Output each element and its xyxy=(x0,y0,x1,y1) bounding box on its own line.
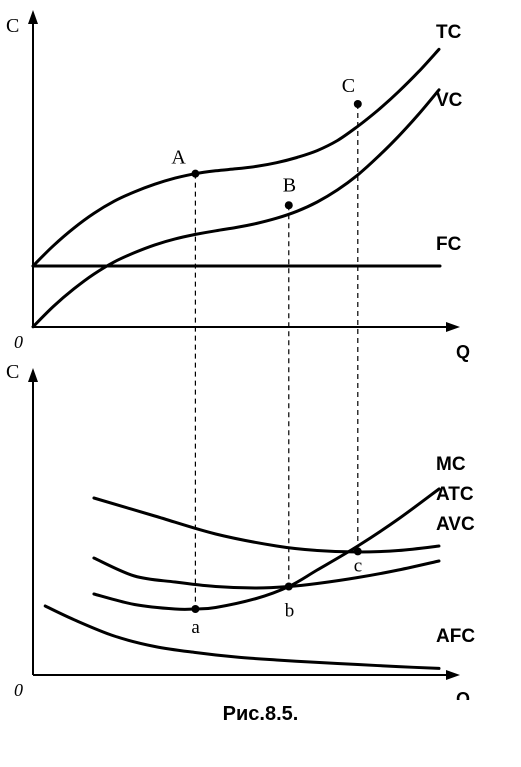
bottom-origin-label: 0 xyxy=(14,680,23,700)
point-a xyxy=(191,605,200,613)
top-origin-label: 0 xyxy=(14,332,23,352)
curve-afc xyxy=(43,604,441,670)
point-label-c: C xyxy=(342,75,355,97)
point-b xyxy=(284,201,293,210)
top-series-labels: TC VC FC xyxy=(436,22,463,255)
point-label-c: c xyxy=(354,555,362,576)
curve-avc xyxy=(92,556,441,590)
curve-tc xyxy=(31,47,441,268)
top-x-arrow-icon xyxy=(446,322,460,332)
bottom-y-axis-label: C xyxy=(6,361,19,383)
top-points: A B C xyxy=(171,75,362,210)
curve-mc xyxy=(92,487,441,611)
point-label-b: b xyxy=(285,601,295,622)
bottom-series-labels: MC ATC AVC AFC xyxy=(436,454,475,647)
bottom-panel: C Q 0 a b c MC ATC AVC AFC xyxy=(6,361,475,700)
point-c xyxy=(353,100,362,108)
top-y-axis-label: C xyxy=(6,15,19,37)
top-y-arrow-icon xyxy=(28,10,38,24)
series-label-fc: FC xyxy=(436,234,462,255)
point-b xyxy=(284,582,293,591)
top-x-axis-label: Q xyxy=(456,342,470,362)
curve-atc xyxy=(92,496,441,554)
bottom-curves xyxy=(43,487,441,670)
point-label-a: a xyxy=(191,617,200,638)
series-label-mc: MC xyxy=(436,454,466,475)
bottom-x-axis-label: Q xyxy=(456,689,470,700)
figure-caption: Рис.8.5. xyxy=(222,703,299,725)
top-guide-lines xyxy=(194,104,359,609)
bottom-y-arrow-icon xyxy=(28,368,38,382)
cost-curves-figure: C Q 0 A B C TC VC FC C Q 0 a b c MC ATC AVC AFC xyxy=(6,10,475,700)
point-a xyxy=(191,169,200,178)
series-label-tc: TC xyxy=(436,22,462,43)
series-label-vc: VC xyxy=(436,90,463,111)
point-label-b: B xyxy=(283,174,296,196)
bottom-x-arrow-icon xyxy=(446,670,460,680)
series-label-avc: AVC xyxy=(436,514,475,535)
series-label-atc: ATC xyxy=(436,484,474,505)
top-panel: C Q 0 A B C TC VC FC xyxy=(6,10,470,609)
top-curves xyxy=(31,47,442,329)
point-c xyxy=(353,547,362,556)
point-label-a: A xyxy=(171,147,186,169)
series-label-afc: AFC xyxy=(436,626,475,647)
bottom-points: a b c xyxy=(191,547,362,638)
curve-vc xyxy=(31,88,441,329)
